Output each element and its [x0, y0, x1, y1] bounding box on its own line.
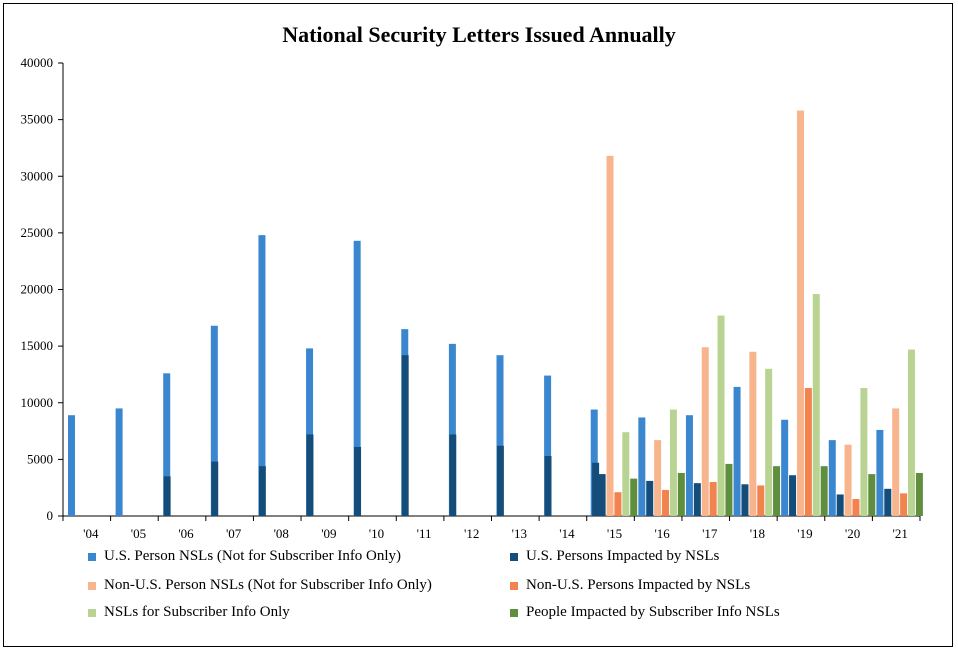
bar: [773, 466, 781, 516]
bar: [354, 446, 362, 516]
y-tick-label: 0: [47, 508, 54, 523]
bar: [496, 445, 504, 516]
bar: [598, 474, 606, 516]
y-tick-label: 20000: [21, 282, 54, 297]
bar: [210, 325, 218, 516]
bar: [907, 349, 915, 516]
bar: [638, 417, 646, 516]
bar: [496, 355, 504, 516]
y-tick-label: 40000: [21, 55, 54, 70]
x-tick-label: '04: [83, 526, 99, 541]
bar: [353, 240, 361, 517]
bar: [741, 484, 749, 516]
bar: [789, 475, 797, 516]
x-tick-label: '11: [417, 526, 432, 541]
bar: [717, 315, 725, 516]
bar: [68, 415, 75, 516]
x-tick-label: '15: [607, 526, 622, 541]
bar: [211, 461, 219, 516]
bar: [163, 476, 171, 516]
bar: [448, 343, 456, 516]
bar: [781, 419, 789, 516]
bar: [606, 155, 614, 517]
chart-frame: [3, 3, 953, 647]
bar: [796, 110, 804, 516]
bar: [654, 440, 662, 516]
chart-title: National Security Letters Issued Annuall…: [282, 22, 676, 47]
bar: [592, 462, 600, 516]
bar: [306, 434, 314, 516]
bar: [725, 463, 733, 516]
bar: [669, 409, 677, 516]
bar: [677, 472, 685, 516]
y-tick-label: 15000: [21, 338, 54, 353]
x-tick-label: '06: [178, 526, 194, 541]
bar: [844, 444, 852, 516]
bar: [544, 375, 552, 516]
bar: [258, 466, 266, 516]
bar: [630, 478, 638, 516]
bar: [892, 408, 900, 516]
y-tick-label: 35000: [21, 112, 54, 127]
bar: [614, 492, 622, 516]
x-tick-label: '21: [893, 526, 908, 541]
x-tick-label: '17: [702, 526, 718, 541]
x-tick-label: '10: [369, 526, 384, 541]
bar: [828, 440, 836, 516]
x-tick-label: '09: [321, 526, 336, 541]
bar: [646, 480, 654, 516]
bar: [852, 499, 860, 516]
bar: [258, 235, 266, 516]
bar: [449, 434, 457, 516]
x-tick-label: '18: [750, 526, 765, 541]
bar: [544, 455, 552, 516]
bar: [876, 429, 884, 516]
y-tick-label: 30000: [21, 168, 54, 183]
bar: [749, 351, 757, 516]
bar: [868, 474, 876, 516]
y-tick-label: 10000: [21, 395, 54, 410]
x-tick-label: '16: [654, 526, 670, 541]
bar: [757, 485, 765, 516]
x-tick-label: '08: [274, 526, 289, 541]
x-tick-label: '14: [559, 526, 575, 541]
x-tick-label: '05: [131, 526, 146, 541]
bar: [685, 415, 693, 516]
bar: [804, 388, 812, 516]
bar: [836, 494, 844, 516]
y-tick-label: 5000: [27, 451, 53, 466]
bar: [812, 294, 820, 516]
bar: [765, 368, 773, 516]
bar: [115, 408, 123, 516]
bar: [662, 489, 670, 516]
bar: [900, 493, 908, 516]
x-tick-label: '20: [845, 526, 860, 541]
bar: [163, 373, 171, 516]
bar: [709, 482, 717, 516]
bar: [306, 348, 314, 516]
x-tick-label: '19: [797, 526, 812, 541]
bar: [693, 483, 701, 516]
x-tick-label: '13: [512, 526, 527, 541]
x-tick-label: '07: [226, 526, 242, 541]
bar: [915, 472, 923, 516]
bar: [820, 466, 828, 516]
bar: [622, 432, 630, 516]
bar: [733, 386, 741, 516]
bar: [701, 347, 709, 516]
y-tick-label: 25000: [21, 225, 54, 240]
x-tick-label: '12: [464, 526, 479, 541]
bar: [884, 488, 892, 516]
bar: [860, 388, 868, 516]
bar: [401, 355, 409, 516]
